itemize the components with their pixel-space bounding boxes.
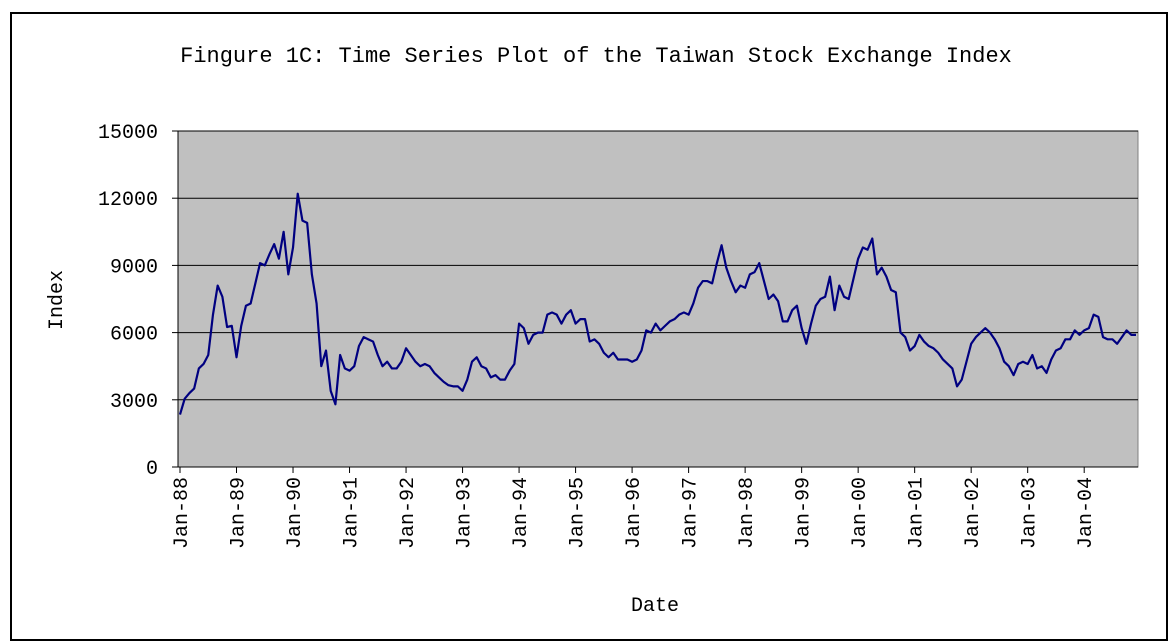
y-tick-label: 9000 [110, 256, 158, 279]
x-tick-label: Jan-02 [962, 477, 985, 549]
x-tick-label: Jan-04 [1075, 477, 1098, 549]
data-line [178, 192, 1136, 415]
x-tick-label: Jan-92 [397, 477, 420, 549]
y-tick-label: 3000 [110, 391, 158, 414]
chart-title: Fingure 1C: Time Series Plot of the Taiw… [180, 44, 1012, 69]
y-tick-label: 12000 [98, 189, 158, 212]
x-axis-label: Date [631, 595, 679, 618]
x-tick-label: Jan-97 [680, 477, 703, 549]
x-tick-label: Jan-93 [454, 477, 477, 549]
y-axis-label: Index [46, 270, 69, 330]
y-tick-label: 15000 [98, 122, 158, 145]
x-tick-label: Jan-91 [341, 477, 364, 549]
y-tick-label: 0 [146, 458, 158, 481]
x-tick-label: Jan-89 [228, 477, 251, 549]
x-tick-label: Jan-96 [623, 477, 646, 549]
x-tick-label: Jan-90 [284, 477, 307, 549]
x-tick-label: Jan-00 [849, 477, 872, 549]
y-tick-label: 6000 [110, 324, 158, 347]
x-tick-label: Jan-98 [736, 477, 759, 549]
x-tick-label: Jan-01 [906, 477, 929, 549]
x-tick-label: Jan-95 [567, 477, 590, 549]
x-tick-label: Jan-88 [171, 477, 194, 549]
x-tick-label: Jan-03 [1019, 477, 1042, 549]
plot-area [177, 130, 1139, 468]
x-tick-label: Jan-99 [793, 477, 816, 549]
x-tick-label: Jan-94 [510, 477, 533, 549]
